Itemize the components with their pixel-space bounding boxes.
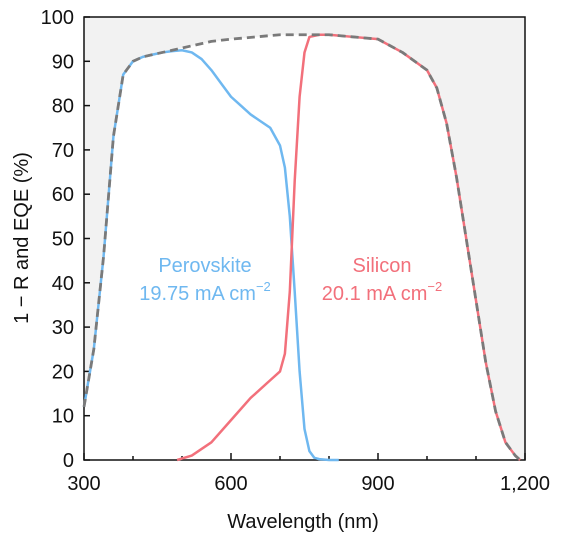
x-axis-title: Wavelength (nm) bbox=[227, 511, 379, 533]
silicon-label-value: 20.1 mA cm−2 bbox=[322, 279, 442, 305]
x-tick-label: 900 bbox=[361, 473, 394, 495]
perovskite-value-exponent: −2 bbox=[256, 279, 271, 294]
y-tick-label: 80 bbox=[52, 96, 74, 118]
y-tick-label: 60 bbox=[52, 184, 74, 206]
reflection-shaded-region-layer bbox=[84, 17, 525, 460]
x-tick-label: 300 bbox=[67, 473, 100, 495]
one-minus-r-line bbox=[82, 33, 522, 462]
silicon-value-exponent: −2 bbox=[427, 279, 442, 294]
y-tick-label: 90 bbox=[52, 51, 74, 73]
axes-layer bbox=[83, 16, 526, 461]
y-tick-label: 0 bbox=[63, 450, 74, 472]
y-tick-label: 30 bbox=[52, 317, 74, 339]
y-tick-label: 20 bbox=[52, 361, 74, 383]
x-tick-label: 600 bbox=[214, 473, 247, 495]
labels-layer: Wavelength (nm) 1 − R and EQE (%) Perovs… bbox=[11, 7, 550, 533]
perovskite-value-text: 19.75 mA cm bbox=[139, 283, 256, 305]
perovskite-label-name: Perovskite bbox=[158, 255, 251, 277]
y-axis-title: 1 − R and EQE (%) bbox=[11, 152, 33, 324]
y-tick-label: 70 bbox=[52, 140, 74, 162]
y-tick-label: 40 bbox=[52, 273, 74, 295]
x-tick-label: 1,200 bbox=[500, 473, 550, 495]
y-tick-label: 10 bbox=[52, 406, 74, 428]
silicon-label-name: Silicon bbox=[353, 255, 412, 277]
y-tick-label: 100 bbox=[41, 7, 74, 29]
silicon-value-text: 20.1 mA cm bbox=[322, 283, 428, 305]
reflection-loss-area bbox=[84, 17, 525, 460]
series-layer bbox=[82, 33, 522, 462]
perovskite-label-value: 19.75 mA cm−2 bbox=[139, 279, 271, 305]
y-tick-label: 50 bbox=[52, 229, 74, 251]
